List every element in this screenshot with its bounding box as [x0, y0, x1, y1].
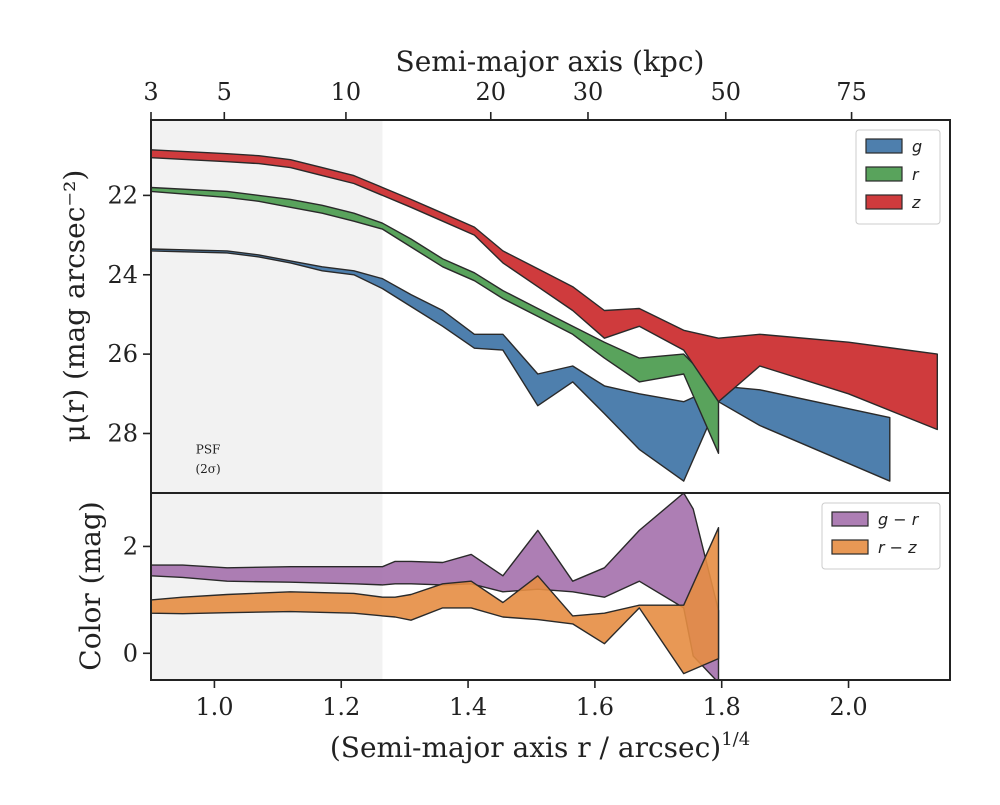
legend-label: g	[912, 137, 922, 156]
color-legend: g − r r − z	[821, 502, 941, 570]
top-tick-label: 3	[143, 78, 158, 106]
profile-panel: 22 24 26 28 3 5 10 20 30 50 75 PSF (2σ) Semi-majo…	[58, 45, 950, 493]
legend-swatch	[865, 138, 903, 154]
x-tick-label: 1.6	[576, 693, 614, 721]
profile-y-axis-label: μ(r) (mag arcsec⁻²)	[58, 170, 91, 443]
bottom-x-axis-label: (Semi-major axis r / arcsec)1/4	[330, 729, 750, 764]
color-y-tick-label: 0	[123, 639, 138, 667]
color-y-ticks: 02	[123, 532, 151, 667]
x-tick-label: 1.2	[322, 693, 360, 721]
color-band-0	[151, 493, 720, 680]
top-tick-label: 20	[475, 78, 506, 106]
legend-swatch	[865, 194, 903, 210]
color-y-tick-label: 2	[123, 532, 138, 560]
x-tick-label: 1.8	[703, 693, 741, 721]
top-tick-label: 75	[836, 78, 867, 106]
color-psf-shaded-region	[151, 493, 383, 680]
top-tick-label: 30	[573, 78, 604, 106]
profile-legend: grz	[855, 129, 941, 225]
legend-swatch	[831, 539, 869, 555]
color-panel: 02 1.0 1.2 1.4 1.6 1.8 2.0 Color (mag) (Semi-…	[74, 493, 950, 764]
series-band-r	[151, 186, 720, 454]
legend-label: g − r	[878, 510, 920, 529]
x-tick-label: 1.4	[449, 693, 487, 721]
color-series-group	[151, 493, 720, 680]
profile-y-ticks: 22 24 26 28	[107, 181, 151, 447]
color-band-1	[151, 527, 720, 675]
bottom-x-ticks: 1.0 1.2 1.4 1.6 1.8 2.0	[195, 680, 868, 721]
top-tick-label: 10	[331, 78, 362, 106]
legend-label: r	[912, 165, 920, 184]
legend-swatch	[831, 511, 869, 527]
top-tick-label: 50	[710, 78, 741, 106]
profile-series-group	[151, 149, 938, 482]
y-tick-label: 28	[107, 419, 138, 447]
psf-annotation-line1: PSF	[196, 442, 221, 456]
legend-swatch	[865, 166, 903, 182]
legend-label: z	[911, 193, 921, 212]
psf-shaded-region	[151, 120, 383, 493]
series-band-z	[151, 149, 938, 431]
psf-annotation-line2: (2σ)	[195, 462, 220, 476]
legend-label: r − z	[878, 538, 917, 557]
y-tick-label: 22	[107, 181, 138, 209]
color-frame	[150, 492, 951, 681]
top-tick-label: 5	[217, 78, 232, 106]
top-axis-label: Semi-major axis (kpc)	[396, 45, 705, 78]
top-axis-ticks: 3 5 10 20 30 50 75	[143, 78, 867, 120]
color-y-axis-label: Color (mag)	[74, 501, 107, 670]
x-tick-label: 2.0	[829, 693, 867, 721]
x-tick-label: 1.0	[195, 693, 233, 721]
y-tick-label: 24	[107, 261, 138, 289]
y-tick-label: 26	[107, 340, 138, 368]
